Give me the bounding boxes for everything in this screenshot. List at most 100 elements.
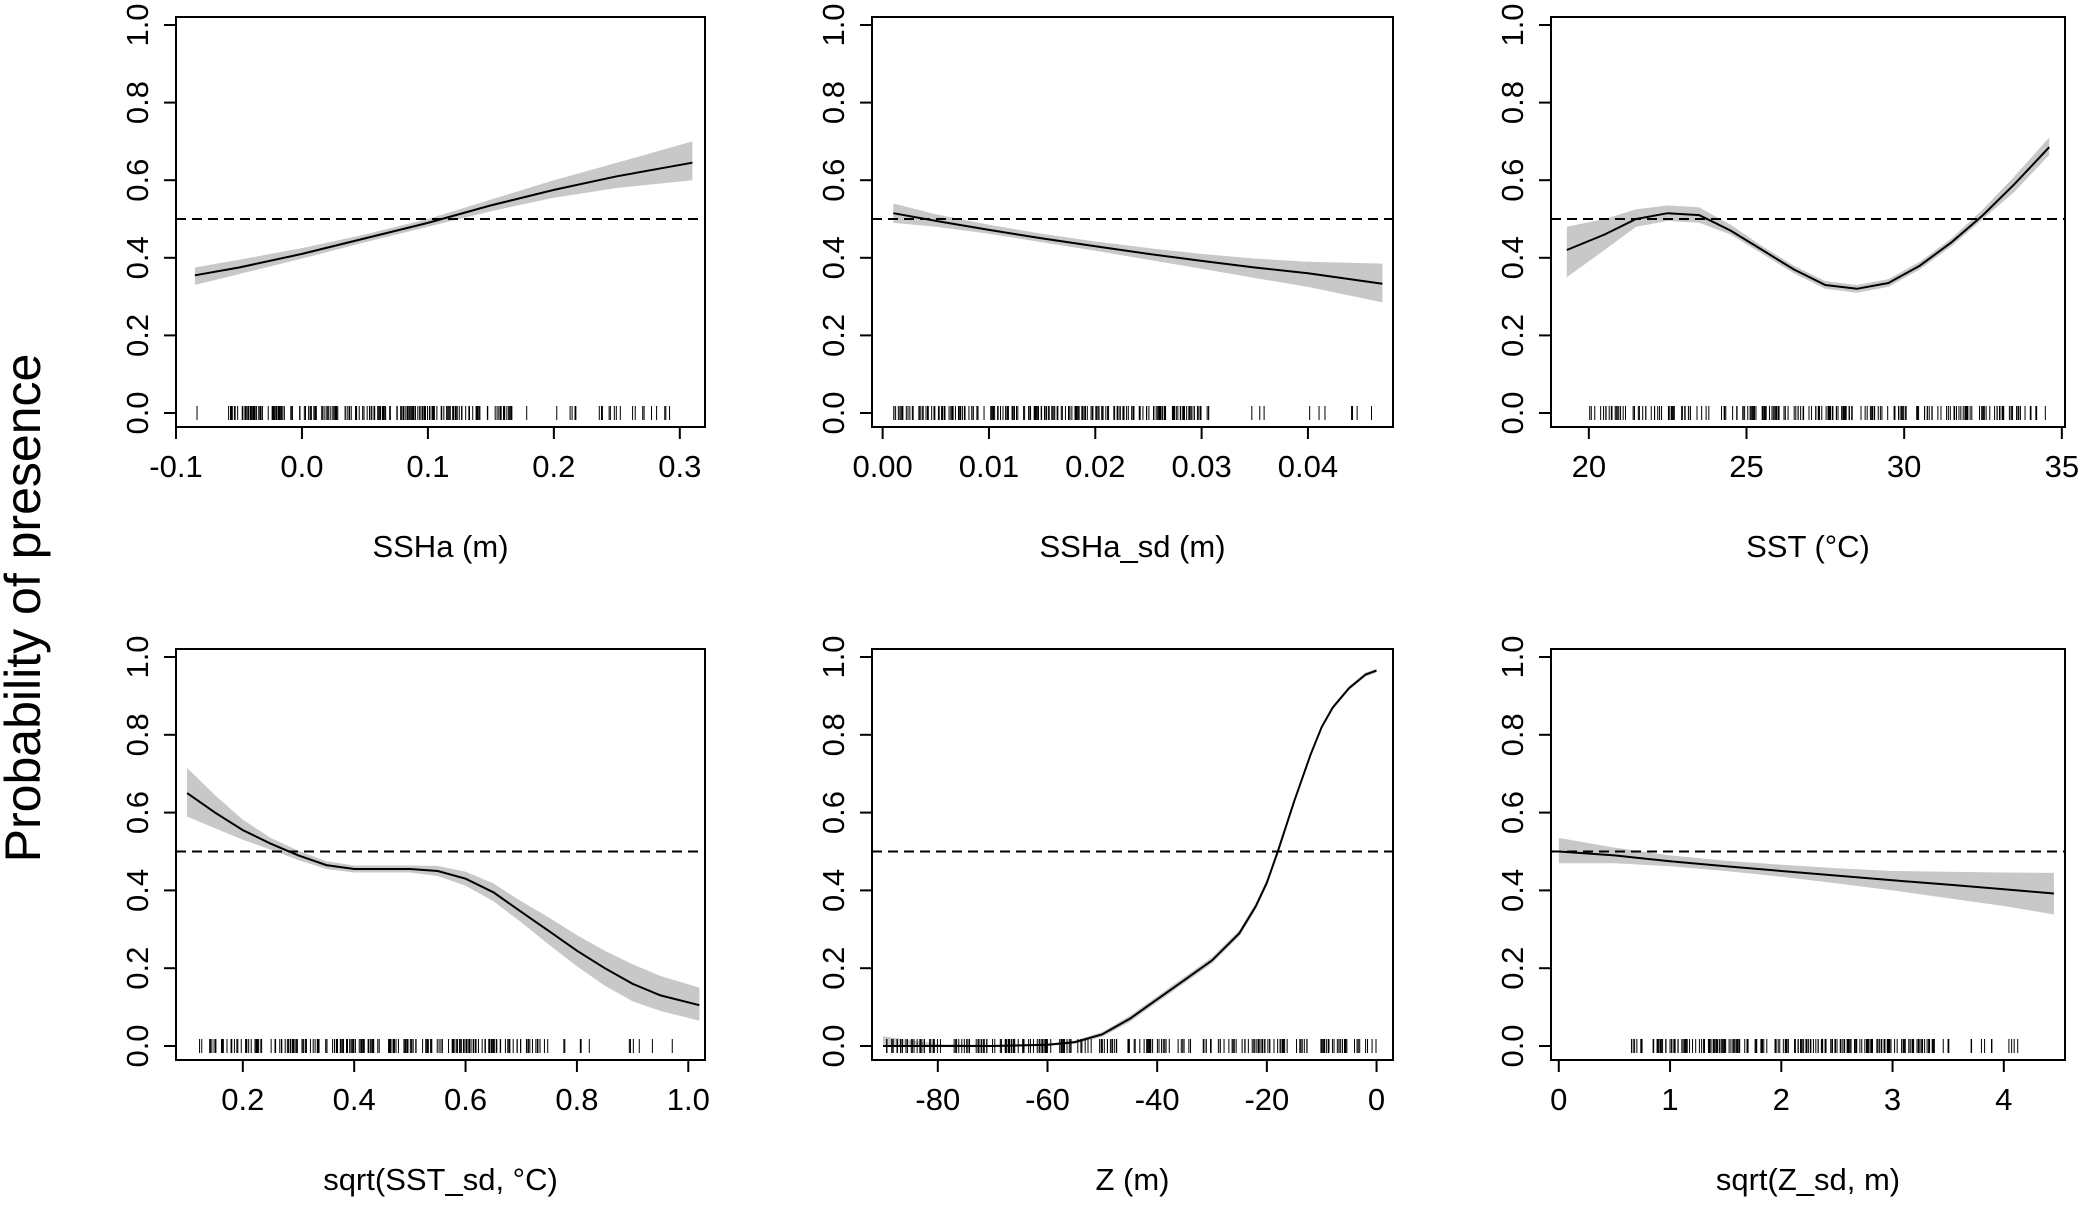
x-tick-label: 3 [1884, 1082, 1901, 1117]
fitted-line [1558, 850, 2054, 895]
y-tick-label: 1.0 [1495, 635, 1530, 678]
fitted-line [883, 669, 1377, 1047]
x-tick-label: 25 [1729, 449, 1763, 484]
y-tick-label: 0.4 [1495, 869, 1530, 912]
x-tick-label: 2 [1773, 1082, 1790, 1117]
y-tick-label: 1.0 [120, 3, 155, 46]
y-tick-label: 1.0 [816, 3, 851, 46]
plot-frame [871, 16, 1394, 428]
y-tick-label: 0.8 [1495, 713, 1530, 756]
y-tick-label: 0.6 [816, 791, 851, 834]
y-tick-label: 0.8 [120, 81, 155, 124]
x-tick-label: 0.0 [280, 449, 323, 484]
x-tick-label: 0.2 [221, 1082, 264, 1117]
y-axis: 0.0 0.2 0.4 0.6 0.8 1.0 [120, 3, 176, 435]
y-axis: 0.0 0.2 0.4 0.6 0.8 1.0 [1495, 3, 1551, 435]
panel-6: 0 1 2 3 4 sqrt(Z_sd, m) 0.0 0.2 0.4 0.6 0.8 1.0 [1495, 635, 2066, 1197]
x-tick-label: -20 [1244, 1082, 1289, 1117]
x-tick-label: 35 [2045, 449, 2079, 484]
x-tick-label: 0.3 [658, 449, 701, 484]
panels: -0.1 0.0 0.1 0.2 0.3 SSHa (m) 0.0 0.2 0.4 0.6 0.8 1… [120, 3, 2079, 1197]
confidence-band [1566, 137, 2050, 293]
x-axis-label: SSHa_sd (m) [1039, 529, 1225, 564]
y-tick-label: 0.8 [1495, 81, 1530, 124]
x-axis-label: sqrt(Z_sd, m) [1716, 1162, 1900, 1197]
x-axis: 0.2 0.4 0.6 0.8 1.0 [221, 1060, 710, 1117]
y-tick-label: 0.8 [816, 713, 851, 756]
y-tick-label: 0.4 [816, 236, 851, 279]
x-tick-label: 0.4 [333, 1082, 376, 1117]
y-tick-label: 1.0 [1495, 3, 1530, 46]
x-tick-label: 0.2 [532, 449, 575, 484]
panel-4: 0.2 0.4 0.6 0.8 1.0 sqrt(SST_sd, °C) 0.0 0.2 0.4… [120, 635, 710, 1197]
x-axis: 20 25 30 35 [1572, 427, 2079, 484]
y-tick-label: 0.4 [816, 869, 851, 912]
y-tick-label: 0.4 [120, 236, 155, 279]
x-tick-label: 4 [1995, 1082, 2012, 1117]
y-axis: 0.0 0.2 0.4 0.6 0.8 1.0 [1495, 635, 1551, 1068]
x-axis-label: SSHa (m) [372, 529, 508, 564]
rug [196, 406, 671, 420]
panel-3: 20 25 30 35 SST (°C) 0.0 0.2 0.4 0.6 0.8 1.0 [1495, 3, 2079, 564]
y-tick-label: 1.0 [120, 635, 155, 678]
y-tick-label: 0.0 [816, 1024, 851, 1067]
rug [1630, 1039, 2019, 1053]
x-tick-label: 0.8 [555, 1082, 598, 1117]
y-tick-label: 0.8 [816, 81, 851, 124]
x-tick-label: 1.0 [667, 1082, 710, 1117]
fitted-line [893, 212, 1383, 285]
y-tick-label: 0.2 [816, 947, 851, 990]
x-tick-label: 1 [1661, 1082, 1678, 1117]
fitted-line [194, 161, 693, 277]
x-tick-label: 0.1 [406, 449, 449, 484]
x-tick-label: 0 [1550, 1082, 1567, 1117]
y-tick-label: 0.4 [1495, 236, 1530, 279]
x-tick-label: -40 [1135, 1082, 1180, 1117]
x-tick-label: 0.02 [1065, 449, 1125, 484]
rug [893, 406, 1373, 420]
y-tick-label: 0.4 [120, 869, 155, 912]
y-axis: 0.0 0.2 0.4 0.6 0.8 1.0 [816, 635, 872, 1068]
y-tick-label: 0.0 [816, 391, 851, 434]
global-ylabel: Probability of presence [0, 354, 51, 863]
panel-1: -0.1 0.0 0.1 0.2 0.3 SSHa (m) 0.0 0.2 0.4 0.6 0.8 1… [120, 3, 706, 564]
confidence-band [187, 767, 700, 1021]
y-tick-label: 0.6 [1495, 159, 1530, 202]
y-tick-label: 0.2 [1495, 314, 1530, 357]
x-tick-label: 0.01 [959, 449, 1019, 484]
confidence-band [194, 141, 693, 285]
rug [1589, 406, 2046, 420]
x-tick-label: -60 [1025, 1082, 1070, 1117]
x-tick-label: 0.03 [1171, 449, 1231, 484]
plot-frame [1550, 648, 2066, 1061]
y-tick-label: 0.6 [816, 159, 851, 202]
y-axis: 0.0 0.2 0.4 0.6 0.8 1.0 [816, 3, 872, 435]
panel-2: 0.00 0.01 0.02 0.03 0.04 SSHa_sd (m) 0.0 0.2 0.4… [816, 3, 1394, 564]
x-tick-label: -0.1 [149, 449, 202, 484]
x-tick-label: 0.6 [444, 1082, 487, 1117]
rug [199, 1039, 673, 1053]
x-tick-label: 0 [1368, 1082, 1385, 1117]
y-tick-label: 0.2 [816, 314, 851, 357]
x-axis-label: SST (°C) [1746, 529, 1870, 564]
y-tick-label: 0.2 [1495, 947, 1530, 990]
x-tick-label: 30 [1887, 449, 1921, 484]
rug [886, 1039, 1377, 1053]
y-tick-label: 0.8 [120, 713, 155, 756]
y-tick-label: 0.2 [120, 947, 155, 990]
confidence-band [883, 668, 1377, 1046]
confidence-band [1558, 837, 2054, 915]
panel-5: -80 -60 -40 -20 0 Z (m) 0.0 0.2 0.4 0.6 0.8 1.0 [816, 635, 1394, 1197]
plot-frame [175, 648, 706, 1061]
x-tick-label: -80 [915, 1082, 960, 1117]
y-tick-label: 0.0 [120, 1024, 155, 1067]
fitted-line [186, 792, 700, 1007]
x-axis: 0 1 2 3 4 [1550, 1060, 2012, 1117]
y-tick-label: 0.6 [120, 159, 155, 202]
x-axis: 0.00 0.01 0.02 0.03 0.04 [852, 427, 1338, 484]
x-tick-label: 0.00 [852, 449, 912, 484]
y-tick-label: 1.0 [816, 635, 851, 678]
y-tick-label: 0.6 [1495, 791, 1530, 834]
y-tick-label: 0.0 [1495, 391, 1530, 434]
